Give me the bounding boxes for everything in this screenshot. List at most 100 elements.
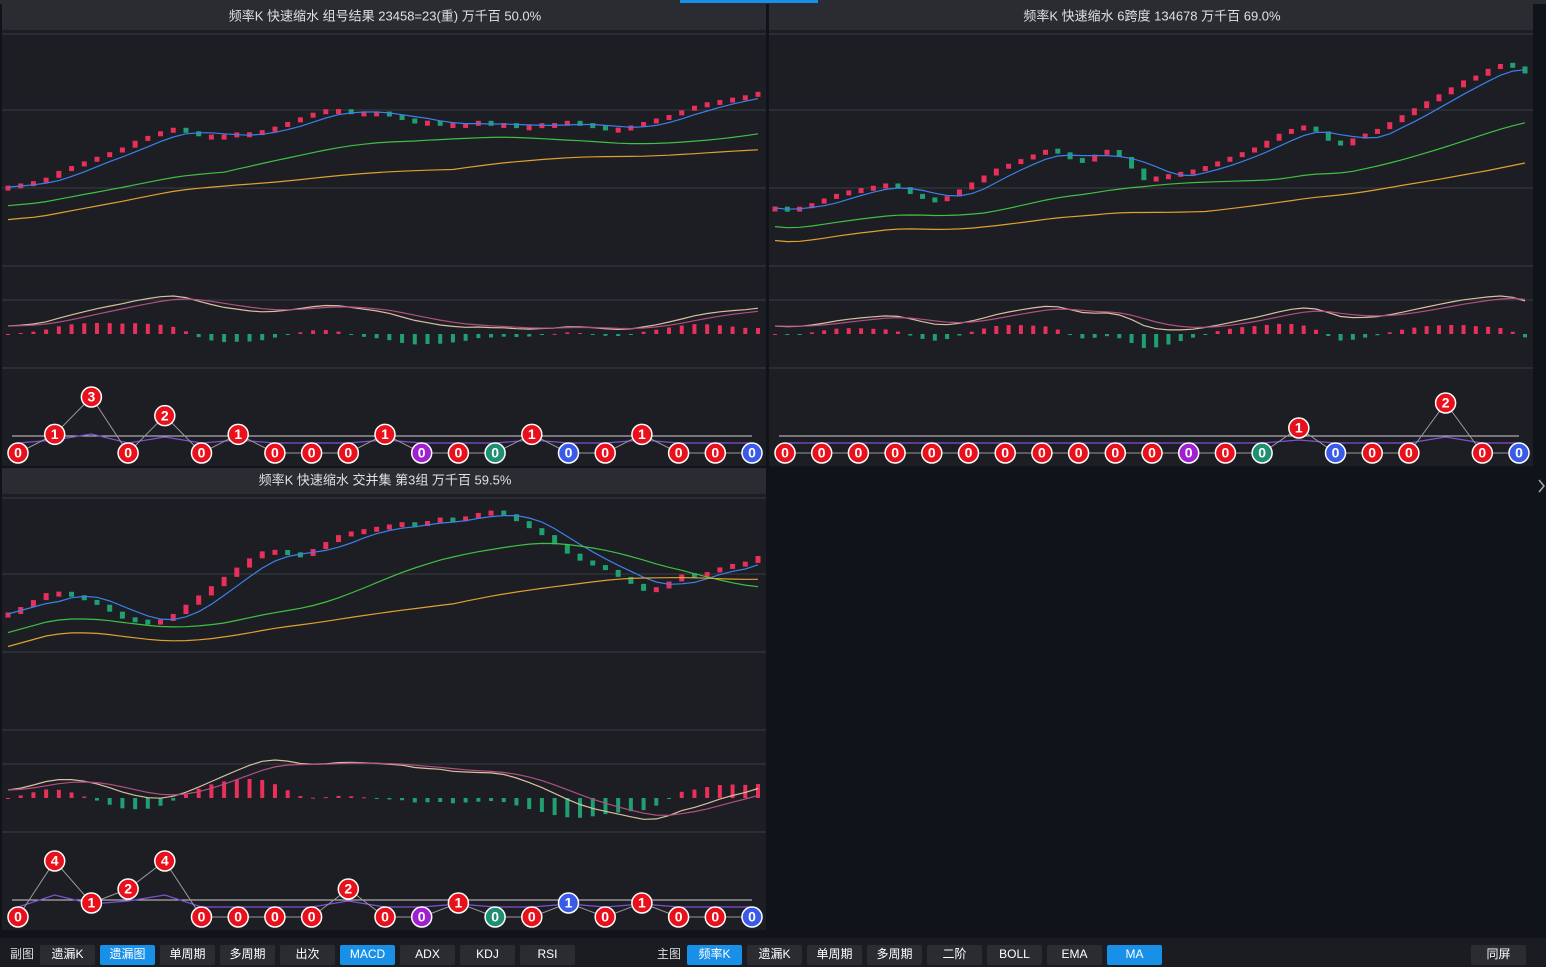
macd-bar (450, 334, 455, 343)
macd-bar (438, 334, 443, 344)
bubble (594, 906, 616, 928)
toolbar-button[interactable] (1471, 945, 1526, 965)
toolbar-button[interactable] (807, 945, 862, 965)
macd-bar (654, 798, 659, 806)
bubble-label: 0 (1185, 445, 1193, 461)
toolbar-button[interactable] (1107, 945, 1162, 965)
toolbar-button-label[interactable]: ADX (415, 947, 440, 961)
macd-bar (463, 798, 468, 803)
macd-bar (336, 795, 341, 798)
candle (1116, 150, 1122, 157)
macd-bar (628, 334, 633, 335)
candle (1030, 154, 1036, 160)
toolbar-button-label[interactable]: 多周期 (229, 947, 265, 961)
toolbar-button-label[interactable]: 频率K (698, 946, 730, 961)
macd-bar (234, 334, 239, 342)
toolbar-button-label[interactable]: KDJ (476, 947, 499, 961)
macd-bar (1092, 334, 1097, 338)
toolbar-button-label[interactable]: 同屏 (1486, 947, 1510, 961)
macd-bar (871, 328, 876, 334)
bubble-label: 0 (711, 909, 719, 925)
toolbar-button[interactable] (460, 945, 515, 965)
candle (1424, 101, 1430, 109)
bubble-label: 1 (638, 895, 646, 911)
toolbar-button[interactable] (687, 945, 742, 965)
macd-dea (7, 298, 759, 330)
toolbar-button-label[interactable]: EMA (1061, 947, 1087, 961)
toolbar-button[interactable] (747, 945, 802, 965)
toolbar-button-label[interactable]: MA (1126, 947, 1144, 961)
macd-bar (1129, 334, 1134, 343)
macd-bar (298, 332, 303, 334)
candle (107, 604, 113, 612)
candle (717, 99, 723, 105)
toolbar-button[interactable] (520, 945, 575, 965)
candle (1362, 133, 1368, 139)
macd-bar (349, 334, 354, 335)
toolbar-button[interactable] (987, 945, 1042, 965)
macd-bar (133, 798, 138, 810)
candle (285, 121, 291, 127)
candle (170, 614, 176, 621)
macd-bar (31, 792, 36, 798)
candle (1264, 140, 1270, 148)
candle (81, 595, 87, 601)
toolbar-button[interactable] (927, 945, 982, 965)
bubble-label: 4 (51, 853, 59, 869)
toolbar-button-label[interactable]: 单周期 (169, 947, 205, 961)
toolbar-button[interactable] (1047, 945, 1102, 965)
candle (1510, 62, 1516, 68)
candle (539, 528, 545, 536)
candle (1338, 140, 1344, 146)
toolbar-button[interactable] (340, 945, 395, 965)
bubble-label: 1 (565, 895, 573, 911)
bubble (484, 906, 506, 928)
bubble (1398, 442, 1420, 464)
candle (450, 122, 456, 128)
macd-bar (183, 794, 188, 798)
macd-bar (743, 784, 748, 798)
toolbar-button[interactable] (220, 945, 275, 965)
candle (602, 125, 608, 131)
bubble (704, 906, 727, 928)
candle (94, 599, 100, 605)
bubble (190, 442, 213, 464)
candle (1461, 80, 1467, 88)
macd-bar (1289, 324, 1294, 334)
toolbar-button-label[interactable]: 遗漏图 (109, 947, 145, 961)
toolbar-button-label[interactable]: 遗漏K (758, 947, 790, 961)
toolbar-button-label[interactable]: 二阶 (942, 947, 966, 961)
toolbar-button[interactable] (867, 945, 922, 965)
toolbar-button[interactable] (100, 945, 155, 965)
macd-bar (82, 796, 87, 798)
macd-bar (323, 797, 328, 799)
macd-bar (323, 330, 328, 334)
toolbar-button-label[interactable]: RSI (537, 947, 557, 961)
macd-bar (1117, 334, 1122, 339)
toolbar-button[interactable] (40, 945, 95, 965)
toolbar-button-label[interactable]: MACD (350, 947, 386, 961)
toolbar-button-label[interactable]: 遗漏K (51, 947, 83, 961)
toolbar-button[interactable] (160, 945, 215, 965)
bubble (631, 892, 653, 914)
toolbar-button-label[interactable]: 出次 (295, 947, 319, 961)
toolbar-button[interactable] (400, 945, 455, 965)
macd-bar (1473, 326, 1478, 334)
candle (1436, 94, 1442, 102)
candle (69, 591, 75, 597)
candle (717, 567, 723, 573)
toolbar-button[interactable] (280, 945, 335, 965)
macd-bar (628, 798, 633, 812)
macd-bar (1277, 323, 1282, 334)
toolbar-button-label[interactable]: BOLL (999, 947, 1030, 961)
expand-arrow[interactable] (1538, 479, 1545, 493)
macd-bar (692, 789, 697, 798)
macd-bar (1252, 326, 1257, 334)
macd-bar (552, 333, 557, 335)
toolbar-button-label[interactable]: 单周期 (816, 947, 852, 961)
ma-line (774, 162, 1526, 243)
toolbar-button-label[interactable]: 多周期 (876, 947, 912, 961)
macd-bar (1055, 329, 1060, 334)
candle (641, 121, 647, 127)
macd-bar (1240, 327, 1245, 334)
